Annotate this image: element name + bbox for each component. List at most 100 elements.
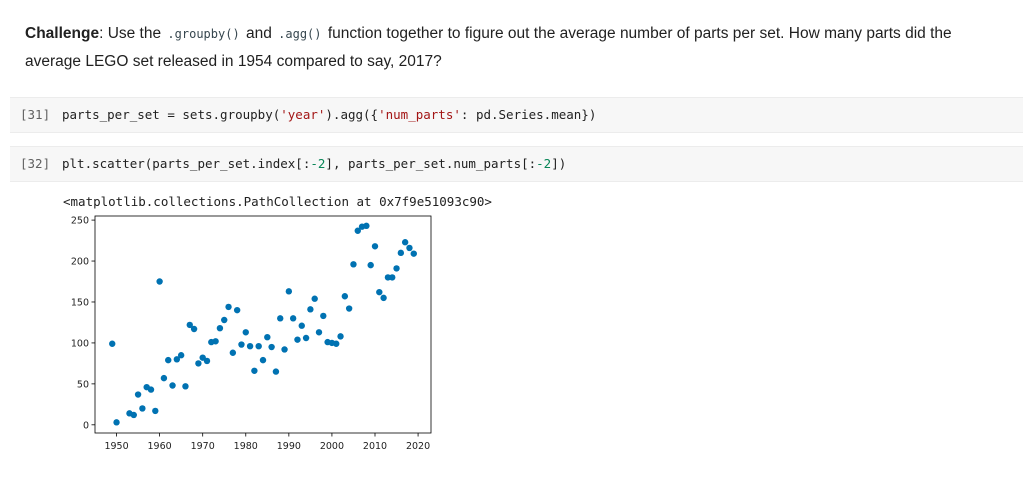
challenge-line-1: Challenge: Use the .groupby() and .agg()… bbox=[25, 20, 1015, 48]
scatter-point bbox=[337, 333, 344, 340]
code-token: ], parts_per_set.num_parts[: bbox=[325, 156, 537, 171]
scatter-point bbox=[401, 239, 409, 246]
code-number: -2 bbox=[536, 156, 552, 171]
scatter-point bbox=[134, 391, 142, 398]
y-tick-label: 50 bbox=[77, 379, 89, 390]
scatter-point bbox=[203, 357, 211, 365]
scatter-point bbox=[165, 356, 172, 364]
scatter-point bbox=[130, 411, 137, 419]
code-string: 'num_parts' bbox=[378, 107, 461, 122]
scatter-point bbox=[160, 374, 168, 382]
scatter-point bbox=[173, 356, 181, 363]
scatter-point bbox=[277, 315, 284, 322]
output-repr: <matplotlib.collections.PathCollection a… bbox=[63, 194, 492, 209]
scatter-point bbox=[410, 250, 417, 257]
y-axis: 0 50 100 150 200 250 bbox=[71, 216, 95, 431]
challenge-label: Challenge bbox=[25, 25, 100, 42]
code-token: plt.scatter(parts_per_set.index[: bbox=[62, 156, 311, 171]
code-token: parts_per_set = sets.groupby( bbox=[62, 107, 281, 122]
scatter-point bbox=[268, 343, 275, 351]
scatter-point bbox=[109, 340, 116, 347]
code-token: ]) bbox=[551, 156, 567, 171]
scatter-point bbox=[169, 382, 176, 389]
scatter-point bbox=[182, 383, 189, 390]
y-tick-label: 0 bbox=[83, 420, 89, 431]
y-tick-label: 200 bbox=[71, 257, 89, 268]
scatter-point bbox=[397, 249, 405, 257]
x-tick-label: 1960 bbox=[148, 441, 172, 452]
scatter-point bbox=[195, 360, 202, 367]
scatter-point bbox=[255, 343, 262, 350]
scatter-point bbox=[221, 316, 228, 324]
execution-count: [31] bbox=[20, 107, 51, 122]
execution-count: [32] bbox=[20, 156, 51, 171]
scatter-point bbox=[393, 265, 400, 272]
x-tick-label: 1950 bbox=[104, 441, 128, 452]
scatter-point bbox=[212, 338, 219, 345]
x-tick-label: 2020 bbox=[406, 441, 430, 452]
scatter-point bbox=[229, 349, 237, 356]
scatter-point bbox=[177, 352, 185, 359]
scatter-point bbox=[371, 243, 379, 250]
y-tick-label: 150 bbox=[71, 297, 89, 308]
scatter-point bbox=[333, 340, 340, 347]
scatter-point bbox=[242, 329, 249, 336]
scatter-point bbox=[216, 324, 224, 332]
scatter-point bbox=[302, 334, 310, 342]
scatter-point bbox=[246, 343, 254, 350]
x-tick-label: 2000 bbox=[320, 441, 344, 452]
code-token: : pd.Series.mean}) bbox=[460, 107, 597, 122]
md-text: and bbox=[241, 25, 277, 42]
x-tick-label: 2010 bbox=[363, 441, 387, 452]
scatter-point bbox=[350, 261, 357, 268]
inline-code: .groupby() bbox=[167, 27, 240, 41]
scatter-point bbox=[272, 368, 280, 375]
scatter-point bbox=[113, 419, 120, 426]
scatter-point bbox=[251, 367, 258, 374]
md-text: : Use the bbox=[99, 25, 166, 42]
scatter-point bbox=[139, 405, 146, 412]
scatter-point bbox=[190, 325, 198, 333]
scatter-point bbox=[380, 294, 387, 302]
code-string: 'year' bbox=[280, 107, 326, 122]
x-tick-label: 1990 bbox=[277, 441, 301, 452]
scatter-point bbox=[238, 341, 245, 348]
scatter-point bbox=[389, 274, 396, 281]
scatter-point bbox=[320, 312, 327, 320]
scatter-point bbox=[264, 333, 271, 341]
scatter-point bbox=[307, 306, 314, 313]
scatter-point bbox=[147, 386, 155, 393]
code-source[interactable]: parts_per_set = sets.groupby('year').agg… bbox=[62, 107, 596, 122]
x-tick-label: 1980 bbox=[234, 441, 258, 452]
scatter-points bbox=[109, 222, 417, 426]
scatter-point bbox=[294, 336, 301, 343]
x-axis: 1950 1960 1970 1980 1990 2000 2010 2020 bbox=[104, 433, 430, 452]
scatter-point bbox=[376, 288, 383, 296]
y-tick-label: 250 bbox=[71, 216, 89, 227]
scatter-point bbox=[354, 227, 361, 234]
x-tick-label: 1970 bbox=[191, 441, 215, 452]
scatter-point bbox=[186, 321, 193, 329]
code-number: -2 bbox=[310, 156, 326, 171]
scatter-point bbox=[341, 293, 349, 300]
scatter-point bbox=[315, 329, 323, 336]
scatter-point bbox=[311, 295, 318, 302]
scatter-point bbox=[289, 315, 297, 322]
code-cell-31[interactable]: [31] parts_per_set = sets.groupby('year'… bbox=[10, 97, 1023, 133]
scatter-point bbox=[285, 288, 293, 295]
code-cell-32[interactable]: [32] plt.scatter(parts_per_set.index[:-2… bbox=[10, 146, 1023, 182]
plot-frame bbox=[94, 215, 432, 434]
scatter-point bbox=[152, 407, 159, 415]
markdown-cell: Challenge: Use the .groupby() and .agg()… bbox=[25, 20, 1015, 75]
scatter-point bbox=[363, 222, 370, 230]
code-source[interactable]: plt.scatter(parts_per_set.index[:-2], pa… bbox=[62, 156, 566, 171]
scatter-point bbox=[345, 305, 353, 312]
scatter-point bbox=[406, 244, 413, 252]
y-tick-label: 100 bbox=[71, 338, 89, 349]
inline-code: .agg() bbox=[278, 27, 322, 41]
challenge-line-2: average LEGO set released in 1954 compar… bbox=[25, 53, 442, 70]
scatter-point bbox=[367, 261, 374, 269]
scatter-point bbox=[225, 303, 232, 311]
scatter-point bbox=[281, 346, 288, 353]
